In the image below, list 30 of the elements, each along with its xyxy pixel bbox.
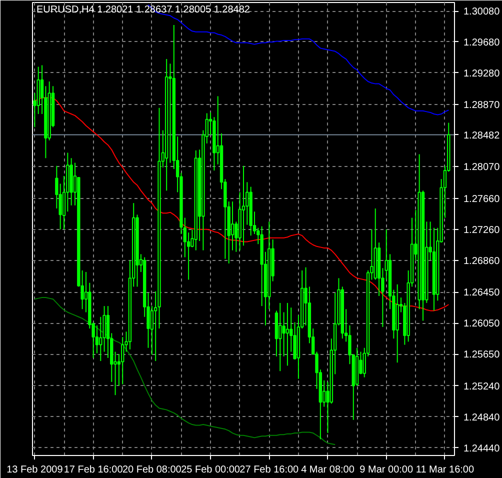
candlestick xyxy=(230,201,234,251)
candlestick xyxy=(99,316,102,362)
candlestick xyxy=(278,302,282,372)
y-tick-label: 1.27260 xyxy=(464,224,500,236)
candlestick xyxy=(121,336,124,385)
y-tick-label: 1.26860 xyxy=(464,256,500,267)
x-tick-label: 20 Feb 08:00 xyxy=(122,464,182,476)
y-tick-label: 1.26050 xyxy=(464,318,500,330)
y-tick-label: 1.24840 xyxy=(464,412,500,424)
candlestick xyxy=(242,165,246,246)
y-tick-label: 1.26450 xyxy=(464,288,500,299)
y-tick-label: 1.29280 xyxy=(464,68,500,80)
x-tick-label: 17 Feb 16:00 xyxy=(64,464,124,476)
candlestick xyxy=(286,302,290,366)
y-tick-label: 1.30080 xyxy=(464,6,500,18)
x-tick-label: 25 Feb 00:00 xyxy=(181,464,240,476)
x-tick-label: 4 Mar 08:00 xyxy=(301,464,355,476)
x-tick-label: 9 Mar 00:00 xyxy=(360,464,414,476)
x-tick-label: 11 Mar 16:00 xyxy=(416,464,475,476)
x-tick-label: 27 Feb 16:00 xyxy=(240,464,300,476)
x-tick-label: 13 Feb 2009 xyxy=(6,464,64,476)
y-tick-label: 1.29680 xyxy=(464,37,500,48)
y-tick-label: 1.27660 xyxy=(464,194,500,205)
y-tick-label: 1.25240 xyxy=(464,381,500,392)
y-tick-label: 1.25650 xyxy=(464,350,500,361)
ref-line-label: 1.28482 xyxy=(464,130,500,142)
line-series xyxy=(34,297,336,446)
y-tick-label: 1.28070 xyxy=(464,162,500,174)
y-tick-label: 1.24440 xyxy=(464,443,500,454)
y-tick-label: 1.28870 xyxy=(464,100,500,112)
